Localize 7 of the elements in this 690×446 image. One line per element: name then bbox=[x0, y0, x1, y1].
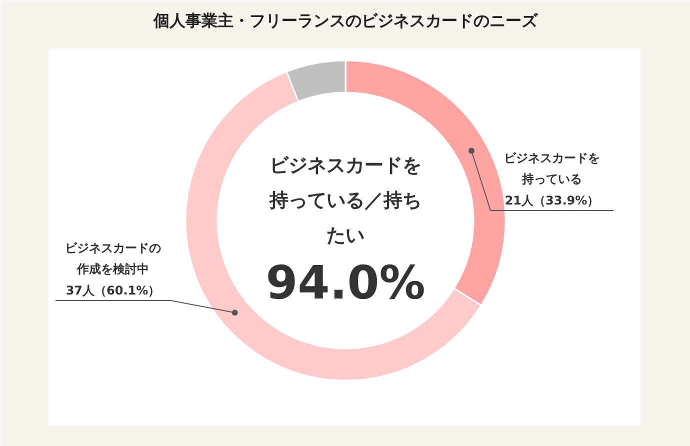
data-label: 21人（33.9%） bbox=[504, 194, 600, 208]
slice-label: ビジネスカードを持っている bbox=[504, 151, 600, 186]
chart-title: 個人事業主・フリーランスのビジネスカードのニーズ bbox=[152, 11, 538, 30]
text: ビジネスカードを持っている／持ちたい bbox=[268, 154, 422, 247]
text: 94.0% bbox=[266, 256, 426, 310]
data-label: 37人（60.1%） bbox=[66, 284, 160, 298]
slice-label: ビジネスカードの作成を検討中 bbox=[65, 241, 161, 276]
